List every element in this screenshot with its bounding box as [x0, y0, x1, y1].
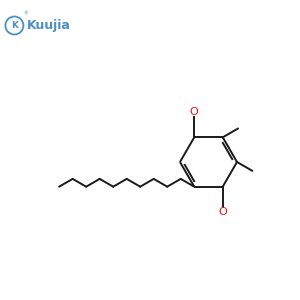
Text: Kuujia: Kuujia	[27, 19, 71, 32]
Text: K: K	[11, 21, 18, 30]
Text: O: O	[190, 107, 199, 117]
Text: O: O	[218, 207, 227, 217]
Text: ®: ®	[23, 11, 28, 16]
